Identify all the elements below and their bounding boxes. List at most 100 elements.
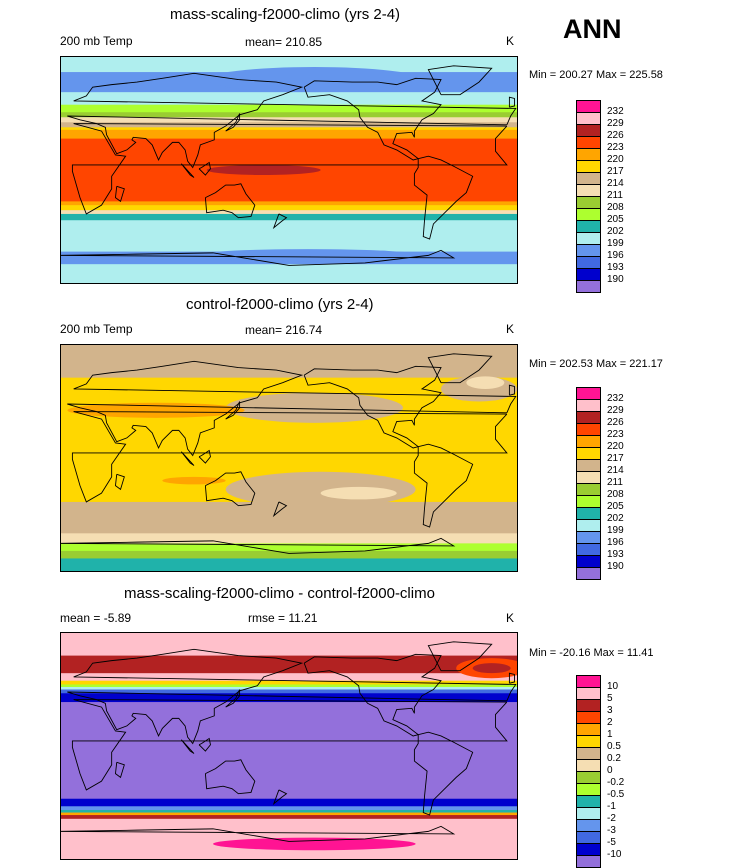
panel1-colorbar-label-9: 205: [607, 214, 624, 225]
panel1-minmax-label: Min = 200.27 Max = 225.58: [529, 69, 663, 81]
panel1-band-10: [61, 201, 517, 206]
panel1-colorbar-label-7: 211: [607, 190, 623, 201]
panel2-coastline-12: [272, 501, 288, 518]
panel2-band-2: [61, 377, 517, 396]
panel3-colorbar-label-4: 1: [607, 729, 613, 740]
panel3-colorbar-label-3: 2: [607, 717, 613, 728]
panel1-colorbar-label-0: 232: [607, 106, 624, 117]
panel3-colorbar-label-14: -10: [607, 849, 622, 860]
panel3-colorbar-label-11: -2: [607, 813, 616, 824]
panel1-blob-2: [194, 249, 422, 262]
panel3-band-5: [61, 686, 517, 690]
panel3-colorbar-label-10: -1: [607, 801, 616, 812]
panel1-mean-label: mean= 210.85: [245, 35, 323, 49]
panel3-coastline-1: [67, 648, 517, 745]
panel3-blob-2: [472, 663, 511, 674]
panel2-colorbar-label-13: 193: [607, 549, 624, 560]
panel2-colorbar-label-7: 211: [607, 477, 623, 488]
panel1-band-16: [61, 264, 517, 283]
panel1-coastline-6: [61, 249, 456, 266]
panel3-map: [60, 632, 518, 860]
panel1-colorbar-label-8: 208: [607, 202, 624, 213]
panel1-units-label: K: [506, 34, 515, 48]
panel2-colorbar-label-14: 190: [607, 561, 624, 572]
panel3-colorbar-label-0: 10: [607, 681, 619, 692]
panel2-contour-plot: [61, 345, 517, 571]
panel1-coastline-1: [67, 72, 517, 169]
panel2-band-7: [61, 550, 517, 559]
panel2-colorbar-label-3: 223: [607, 429, 624, 440]
panel2-coastline-2: [303, 365, 442, 449]
panel1-colorbar-label-1: 229: [607, 118, 624, 129]
panel1-colorbar-label-2: 226: [607, 130, 624, 141]
panel3-colorbar-label-6: 0.2: [607, 753, 621, 764]
panel3-colorbar-label-12: -3: [607, 825, 616, 836]
panel3-colorbar-label-5: 0.5: [607, 741, 621, 752]
panel3-colorbar-label-13: -5: [607, 837, 616, 848]
panel1-colorbar-label-6: 214: [607, 178, 624, 189]
panel1-band-2: [61, 92, 517, 106]
panel1-coastline-2: [303, 77, 442, 161]
panel2-variable-label: 200 mb Temp: [60, 322, 133, 336]
panel2-colorbar-label-6: 214: [607, 465, 624, 476]
panel1-colorbar-label-12: 196: [607, 250, 624, 261]
panel3-blob-0: [200, 640, 302, 656]
panel1-colorbar-label-10: 202: [607, 226, 624, 237]
panel2-band-5: [61, 533, 517, 544]
panel2-coastline-5: [204, 471, 256, 507]
panel3-colorbar-label-7: 0: [607, 765, 613, 776]
panel1-coastline-8: [180, 163, 195, 178]
panel2-band-1: [61, 362, 517, 379]
panel3-band-11: [61, 810, 517, 814]
season-label: ANN: [563, 14, 622, 44]
panel3-rmse-label: rmse = 11.21: [248, 611, 318, 625]
panel1-coastline-9: [225, 113, 241, 132]
panel2-coastline-11: [114, 473, 125, 491]
panel2-coastline-3: [413, 443, 474, 528]
panel2-colorbar-label-9: 205: [607, 501, 624, 512]
panel1-band-4: [61, 112, 517, 118]
panel1-band-3: [61, 104, 517, 113]
panel3-colorbar-label-8: -0.2: [607, 777, 625, 788]
panel1-band-0: [61, 57, 517, 73]
panel3-mean-label: mean = -5.89: [60, 611, 132, 625]
panel3-coastline-9: [225, 689, 241, 708]
panel2-band-0: [61, 345, 517, 364]
panel1-coastline-12: [272, 213, 288, 230]
panel3-coastline-6: [61, 825, 456, 842]
panel2-coastline-7: [198, 449, 211, 464]
panel1-coastline-5: [204, 183, 256, 219]
panel3-coastline-4: [427, 641, 493, 672]
panel3-band-3: [61, 680, 517, 685]
panel2-colorbar-swatch-15: [576, 567, 601, 580]
panel1-coastline-0: [71, 123, 508, 215]
panel1-coastline-10: [508, 96, 515, 108]
panel2-blob-7: [162, 476, 226, 485]
panel2-coastline-9: [225, 401, 241, 420]
panel2-blob-5: [466, 376, 505, 389]
panel3-band-2: [61, 673, 517, 682]
panel1-map: [60, 56, 518, 284]
panel3-band-8: [61, 702, 517, 800]
panel2-blob-6: [67, 402, 245, 418]
panel2-colorbar-label-11: 199: [607, 525, 624, 536]
panel2-coastline-1: [67, 360, 517, 457]
panel1-blob-0: [206, 67, 422, 93]
panel2-units-label: K: [506, 322, 515, 336]
panel3-coastline-12: [272, 789, 288, 806]
panel3-colorbar: 10 5 3 2 1 0.5 0.2 0 -0.2 -0.5 -1 -2 -3 -5 -10: [576, 675, 624, 868]
panel1-variable-label: 200 mb Temp: [60, 34, 133, 48]
panel3-blob-3: [213, 837, 416, 851]
panel2-coastline-6: [61, 537, 456, 554]
panel3-band-1: [61, 655, 517, 674]
panel3-colorbar-label-9: -0.5: [607, 789, 625, 800]
panel3-minmax-label: Min = -20.16 Max = 11.41: [529, 647, 654, 659]
panel3-band-7: [61, 693, 517, 703]
panel1-coastline-7: [198, 161, 211, 176]
panel3-coastline-10: [508, 672, 515, 684]
panel1-colorbar-label-13: 193: [607, 262, 624, 273]
panel3-coastline-7: [198, 737, 211, 752]
panel2-band-8: [61, 558, 517, 571]
panel3-title: mass-scaling-f2000-climo - control-f2000…: [124, 585, 435, 602]
panel2-coastline-4: [427, 353, 493, 384]
